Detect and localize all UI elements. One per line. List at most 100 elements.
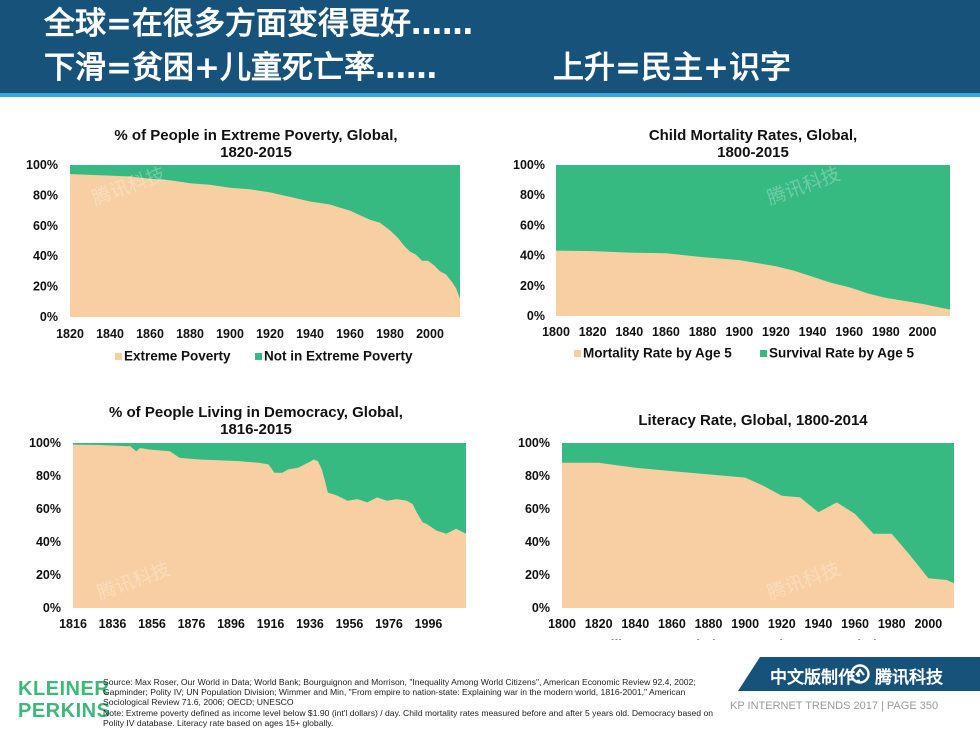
chart-3: % of People Living in Democracy, Global,… [29,404,466,640]
area-no-democracy [73,444,466,608]
y-tick-label: 40% [525,535,550,549]
x-tick-label: 1880 [689,325,717,339]
y-tick-label: 100% [26,158,58,172]
x-tick-label: 1860 [136,327,164,341]
y-tick-label: 40% [520,249,545,263]
x-tick-label: 1936 [296,617,324,631]
y-tick-label: 100% [518,436,550,450]
legend-label: Illiterate Population [607,638,732,641]
page-footer: KP INTERNET TRENDS 2017 | PAGE 350 [730,700,939,712]
y-tick-label: 60% [36,502,61,516]
chart-title-line: % of People Living in Democracy, Global, [109,404,403,421]
chart-title-line: Literacy Rate, Global, 1800-2014 [638,412,868,429]
area-extreme-poverty [70,174,460,317]
x-tick-label: 1896 [217,617,245,631]
y-tick-label: 100% [513,158,545,172]
legend-label: Extreme Poverty [124,349,231,364]
source-note: Source: Max Roser, Our World in Data; Wo… [103,677,723,728]
badge-label: 中文版制作: [770,668,862,688]
legend-swatch [115,353,122,360]
chart-4: Literacy Rate, Global, 1800-2014 0% 20% 40%… [518,412,954,640]
x-tick-label: 1940 [805,617,833,631]
x-tick-label: 1820 [56,327,84,341]
y-tick-label: 0% [40,310,58,324]
x-tick-label: 1840 [621,617,649,631]
x-tick-label: 1860 [658,617,686,631]
x-tick-label: 1816 [59,617,87,631]
x-tick-label: 1960 [841,617,869,631]
legend-label: Not in Extreme Poverty [264,349,413,364]
legend-label: No Democracy [169,638,264,641]
headline-line-1: 全球=在很多方面变得更好…… [44,6,473,42]
x-tick-label: 2000 [909,325,937,339]
x-tick-label: 1956 [336,617,364,631]
x-tick-label: 1900 [725,325,753,339]
y-tick-label: 20% [33,280,58,294]
y-tick-label: 0% [532,601,550,615]
x-tick-label: 1880 [176,327,204,341]
y-tick-label: 80% [520,188,545,202]
x-tick-label: 1860 [652,325,680,339]
x-tick-label: 1960 [835,325,863,339]
y-tick-label: 20% [525,568,550,582]
x-tick-label: 1840 [615,325,643,339]
area-mortality-rate-by-age-5 [556,250,950,316]
x-tick-label: 1820 [585,617,613,631]
y-tick-label: 0% [43,601,61,615]
chart-title-line: 1820-2015 [220,144,292,161]
y-tick-label: 20% [36,568,61,582]
x-tick-label: 1836 [99,617,127,631]
charts-canvas: % of People in Extreme Poverty, Global,1… [26,127,954,640]
chart-title-line: 1800-2015 [717,144,789,161]
kleiner-perkins-logo-line-1: KLEINER [18,678,110,700]
x-tick-label: 1980 [872,325,900,339]
kleiner-perkins-logo-line-2: PERKINS [18,700,111,722]
legend-swatch [255,353,262,360]
chart-title-line: 1816-2015 [220,421,292,438]
x-tick-label: 1880 [695,617,723,631]
x-tick-label: 1856 [138,617,166,631]
x-tick-label: 1976 [375,617,403,631]
x-tick-label: 2000 [914,617,942,631]
x-tick-label: 1980 [376,327,404,341]
x-tick-label: 1920 [256,327,284,341]
y-tick-label: 80% [33,188,58,202]
x-tick-label: 1920 [768,617,796,631]
x-tick-label: 1980 [878,617,906,631]
headline-line-2-left: 下滑=贫困+儿童死亡率…… [44,50,437,86]
y-tick-label: 60% [525,502,550,516]
x-tick-label: 1800 [548,617,576,631]
chinese-edition-badge: 中文版制作: 腾讯科技 [738,657,980,691]
x-tick-label: 1900 [731,617,759,631]
x-tick-label: 1876 [178,617,206,631]
y-tick-label: 40% [36,535,61,549]
note-text: Note: Extreme poverty defined as income … [103,707,714,728]
legend-label: Democracy [291,638,364,641]
x-tick-label: 1960 [336,327,364,341]
y-tick-label: 60% [520,218,545,232]
y-tick-label: 80% [525,469,550,483]
y-tick-label: 0% [527,309,545,323]
x-tick-label: 1996 [415,617,443,631]
y-tick-label: 20% [520,279,545,293]
source-text: Source: Max Roser, Our World in Data; Wo… [103,677,696,708]
header-banner: 全球=在很多方面变得更好…… 下滑=贫困+儿童死亡率…… 上升=民主+识字 [0,0,980,93]
x-tick-label: 1940 [296,327,324,341]
legend-label: Mortality Rate by Age 5 [583,346,732,361]
chart-title-line: % of People in Extreme Poverty, Global, [114,127,397,144]
y-tick-label: 80% [36,469,61,483]
tencent-logo-icon [850,664,870,684]
chart-1: % of People in Extreme Poverty, Global,1… [26,127,460,364]
legend-label: Literate Population [771,638,893,641]
legend-swatch [574,350,581,357]
headline-line-2-right: 上升=民主+识字 [553,50,791,86]
x-tick-label: 1900 [216,327,244,341]
legend-label: Survival Rate by Age 5 [769,346,915,361]
area-illiterate-population [562,462,954,608]
x-tick-label: 1940 [799,325,827,339]
x-tick-label: 1800 [542,325,570,339]
header-accent-rule [0,93,980,97]
badge-brand: 腾讯科技 [875,668,943,688]
chart-2: Child Mortality Rates, Global,1800-2015 0… [513,127,950,361]
x-tick-label: 1820 [579,325,607,339]
